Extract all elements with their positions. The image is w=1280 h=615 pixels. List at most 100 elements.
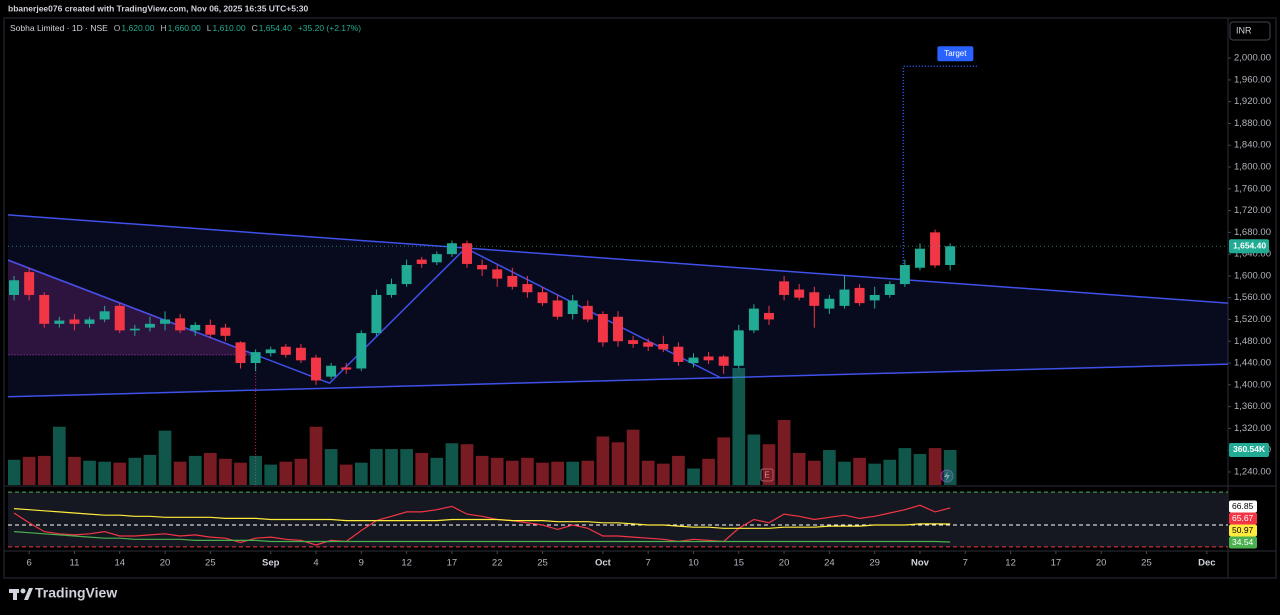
candle-body: [945, 246, 956, 266]
volume-bar: [490, 457, 504, 485]
volume-bar: [626, 429, 640, 485]
x-tick-label: 12: [401, 558, 412, 569]
candle-body: [718, 356, 729, 366]
candle-body: [84, 319, 95, 324]
y-tick-label: 1,240.00: [1234, 466, 1271, 477]
candle-body: [884, 284, 895, 295]
volume-bar: [943, 449, 957, 485]
candle-body: [597, 314, 608, 343]
candle-body: [250, 352, 261, 364]
volume-bar: [8, 459, 21, 485]
rsi-label-box: [1229, 524, 1257, 537]
volume-bar: [717, 437, 731, 485]
volume-bar: [445, 443, 459, 485]
candle-body: [658, 343, 669, 350]
last-price-label: 1,654.40: [1233, 241, 1266, 251]
candle-body: [24, 272, 35, 295]
y-tick-label: 1,920.00: [1234, 96, 1271, 107]
channel-lower: [8, 363, 1228, 398]
volume-bar: [551, 461, 564, 485]
volume-bar: [521, 457, 534, 485]
volume-bar: [747, 434, 761, 485]
y-tick-label: 2,000.00: [1234, 53, 1271, 64]
y-tick-label: 1,960.00: [1234, 74, 1271, 85]
x-tick-label: 4: [313, 558, 318, 569]
y-tick-label: 1,640.00: [1234, 249, 1271, 260]
rsi-label-box: [1229, 512, 1257, 525]
volume-bar: [22, 456, 36, 485]
volume-bar: [792, 452, 806, 485]
ohlc-key: L: [207, 23, 212, 33]
x-tick-label: 25: [205, 558, 216, 569]
x-tick-label: Oct: [595, 558, 612, 569]
logo-icon: [9, 588, 33, 600]
candle-body: [673, 346, 684, 362]
currency-button[interactable]: INR: [1229, 21, 1271, 41]
volume-bar: [279, 461, 293, 485]
currency-button-box[interactable]: [1229, 21, 1271, 41]
candle-body: [54, 320, 65, 324]
rsi-label-box: [1229, 500, 1257, 513]
y-tick-label: 1,360.00: [1234, 401, 1271, 412]
currency-button-label[interactable]: INR: [1236, 25, 1252, 35]
candle-body: [643, 342, 654, 347]
x-tick-label: 20: [779, 558, 790, 569]
volume-bar: [143, 454, 157, 485]
candle-body: [401, 265, 412, 285]
volume-bar: [928, 448, 942, 485]
legend: Sobha Limited · 1D · NSE O1,620.00 H1,660.…: [10, 23, 361, 33]
candle-body: [552, 300, 563, 317]
volume-bar: [249, 455, 262, 485]
volume-bar: [611, 442, 625, 485]
ohlc-value: 1,660.00: [168, 23, 201, 33]
candle-body: [748, 308, 759, 331]
rsi-line: [13, 504, 951, 546]
ohlc-value: 1,610.00: [212, 23, 245, 33]
y-tick-label: 1,560.00: [1234, 292, 1271, 303]
x-tick-label: 11: [69, 558, 79, 569]
y-tick-label: 1,400.00: [1234, 379, 1271, 390]
x-tick-label: 25: [1141, 558, 1152, 569]
x-tick-label: 9: [359, 558, 364, 569]
candle-body: [144, 323, 155, 328]
y-tick-label: 1,520.00: [1234, 314, 1271, 325]
volume-bar: [672, 455, 685, 485]
volume-bar: [475, 455, 489, 485]
volume-bar: [264, 464, 278, 485]
x-tick-label: 24: [824, 558, 835, 569]
volume-bar: [460, 444, 474, 485]
x-tick-label: Nov: [911, 558, 930, 569]
volume-bar: [173, 461, 187, 485]
candle-body: [613, 316, 623, 342]
candle-body: [220, 327, 231, 336]
volume-bar: [853, 457, 866, 485]
candle-body: [507, 275, 518, 287]
x-tick-label: 17: [447, 558, 458, 569]
volume-bar: [113, 462, 127, 485]
volume-bar: [913, 453, 927, 485]
y-tick-label: 1,440.00: [1234, 358, 1271, 369]
change: +35.20 (+2.17%): [298, 23, 361, 33]
x-tick-label: 6: [26, 558, 31, 569]
volume-bar: [83, 460, 96, 485]
rsi-label: 65.67: [1232, 513, 1254, 523]
x-tick-label: 25: [537, 558, 548, 569]
volume-bar: [807, 460, 821, 485]
volume-bar: [777, 419, 791, 485]
y-tick-label: 1,840.00: [1234, 140, 1271, 151]
ohlc-value: 1,620.00: [121, 23, 154, 33]
volume-bar: [702, 458, 715, 485]
candle-body: [295, 347, 306, 361]
x-tick-label: 7: [646, 558, 651, 569]
target-label: Target: [944, 49, 967, 58]
candle-body: [567, 300, 578, 315]
volume-bar: [339, 464, 353, 485]
x-tick-label: 22: [492, 558, 503, 569]
candle-body: [477, 265, 488, 270]
rsi-line: [13, 531, 951, 543]
x-tick-label: 10: [688, 558, 699, 569]
candle-body: [462, 243, 472, 264]
y-tick-label: 1,480.00: [1234, 336, 1271, 347]
x-tick-label: 29: [869, 558, 880, 569]
candle-body: [326, 365, 337, 377]
